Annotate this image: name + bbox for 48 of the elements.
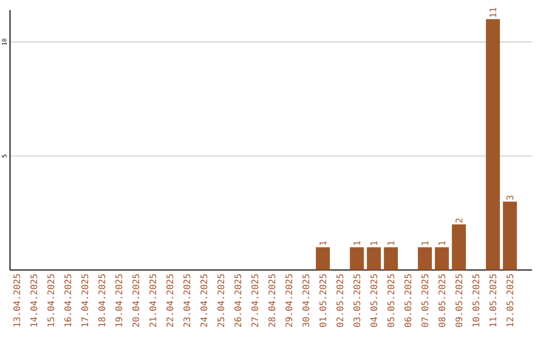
bar [434,247,449,270]
x-tick-label: 13.04.2025 [13,274,20,326]
x-tick-label: 03.05.2025 [353,274,360,327]
x-tick-label: 20.04.2025 [132,274,140,327]
x-tick-label: 02.05.2025 [336,274,344,327]
x-tick-label: 12.05.2025 [506,274,514,326]
x-tick-label: 23.04.2025 [183,274,190,327]
data-label: 3 [506,196,514,200]
x-tick-label: 16.04.2025 [64,274,72,326]
bar [384,247,398,270]
x-tick-label: 05.05.2025 [387,274,394,327]
x-tick-label: 08.05.2025 [438,274,446,327]
bar [452,224,466,270]
data-label: 1 [370,241,378,245]
x-tick-label: 11.05.2025 [490,274,496,326]
x-tick-label: 01.05.2025 [319,274,326,327]
x-tick-label: 14.04.2025 [30,274,38,326]
bar [316,247,330,270]
data-label: 1 [422,241,428,245]
x-tick-label: 21.04.2025 [149,274,156,327]
x-tick-label: 22.04.2025 [166,274,174,327]
bar [502,202,517,270]
data-label: 11 [490,8,496,17]
x-tick-label: 10.05.2025 [472,274,480,326]
data-label: 1 [320,241,326,245]
x-tick-label: 28.04.2025 [268,274,276,327]
x-tick-label: 27.04.2025 [251,274,258,327]
bar [366,247,381,270]
data-label: 1 [388,241,394,245]
x-tick-label: 17.04.2025 [81,274,88,326]
x-tick-label: 26.04.2025 [234,274,242,327]
bar [486,19,500,270]
x-tick-label: 09.05.2025 [456,274,462,327]
x-tick-label: 30.04.2025 [302,274,310,327]
x-tick-label: 06.05.2025 [404,274,412,327]
x-tick-label: 25.04.2025 [217,274,224,327]
x-tick-label: 29.04.2025 [285,274,292,327]
x-tick-label: 19.04.2025 [115,274,122,326]
data-label: 1 [354,241,360,245]
bar [418,247,432,270]
x-tick-label: 15.04.2025 [47,274,54,326]
x-tick-label: 18.04.2025 [98,274,106,326]
x-tick-label: 04.05.2025 [370,274,378,327]
x-tick-label: 24.04.2025 [200,274,208,327]
data-label: 1 [438,241,446,245]
data-label: 2 [456,218,462,223]
bar [350,247,364,270]
x-tick-label: 07.05.2025 [421,274,428,327]
